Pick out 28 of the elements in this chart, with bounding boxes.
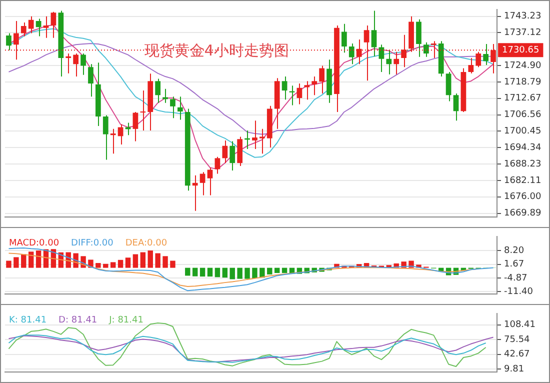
- y-tick-label: 1682.11: [504, 176, 542, 186]
- y-tick-label: 1694.34: [504, 142, 542, 153]
- y-tick-label: 1737.12: [504, 28, 542, 38]
- y-tick-label: 1669.89: [504, 208, 542, 219]
- series-label: J: 81.41: [108, 316, 144, 326]
- text: DEA:0.00: [125, 238, 168, 249]
- y-tick-label: 1.67: [504, 260, 524, 270]
- series-label: D: 81.41: [58, 316, 98, 326]
- y-tick-label: -4.87: [504, 273, 528, 284]
- series-label: K: 81.41: [9, 316, 47, 326]
- y-tick-label: 1676.00: [504, 192, 542, 202]
- y-tick-label: 1706.56: [504, 110, 542, 120]
- y-tick-label: 75.54: [504, 334, 530, 345]
- y-tick-label: 1688.23: [504, 159, 542, 170]
- y-tick-label: 1718.79: [504, 77, 542, 88]
- y-tick-label: 1712.67: [504, 94, 542, 104]
- y-tick-label: 1724.90: [504, 60, 542, 71]
- y-tick-label: 8.20: [504, 246, 524, 256]
- series-label: DIFF:0.00: [71, 238, 114, 249]
- y-tick-label: 1743.23: [504, 12, 542, 22]
- y-tick-label: 42.67: [504, 350, 530, 360]
- y-tick-label: 108.41: [504, 320, 536, 330]
- y-tick-label: -11.40: [504, 286, 534, 297]
- series-label: MACD:0.00: [9, 238, 60, 249]
- y-tick-label: 1700.45: [504, 126, 542, 137]
- ref-line-label: 1730.65: [502, 45, 540, 56]
- y-tick-label: 9.81: [504, 364, 524, 374]
- text: 现货黄金4小时走势图: [144, 41, 289, 60]
